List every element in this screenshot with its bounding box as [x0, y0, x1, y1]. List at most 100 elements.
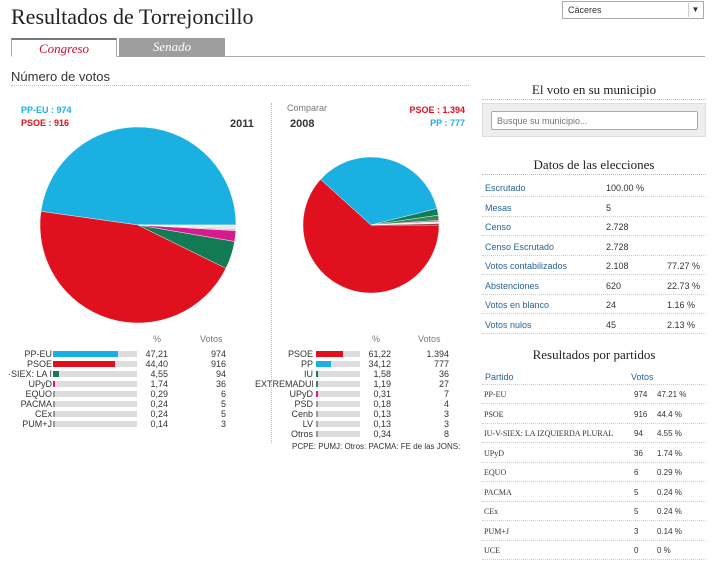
datos-label[interactable]: Votos en blanco [485, 300, 550, 310]
table-2011-bar-track [53, 421, 137, 427]
resultados-party: EQUO [484, 468, 507, 477]
pie-chart-2011 [39, 126, 237, 324]
table-2011-pct: 0,14 [150, 419, 168, 429]
col-votes-header: Votos [631, 372, 654, 382]
table-2011-row: ·SIEX: LA I 4,55 94 [0, 369, 230, 379]
table-2011-bar-track [53, 371, 137, 377]
divider [11, 85, 469, 86]
table-2011-bar-track [53, 401, 137, 407]
divider [482, 99, 706, 100]
table-2011-bar-track [53, 411, 137, 417]
table-2008-bar-track [316, 401, 360, 407]
tab-senado[interactable]: Senado [119, 38, 225, 57]
chart-2011-year: 2011 [230, 118, 254, 130]
table-2011-bar-track [53, 361, 137, 367]
province-select[interactable]: Cáceres ▼ [562, 1, 704, 19]
table-2008-bar-fill [316, 401, 318, 407]
resultados-row: PACMA 5 0.24 % [482, 483, 706, 502]
datos-label[interactable]: Abstenciones [485, 280, 540, 291]
table-2008-pct: 0,13 [373, 409, 391, 419]
datos-pct: 77.27 % [667, 261, 701, 271]
table-2008-row: Cenb 0,13 3 [255, 409, 455, 419]
table-2008-row: LV 0,13 3 [255, 419, 455, 429]
resultados-party: PSOE [484, 409, 504, 419]
table-2011-bar-fill [53, 381, 56, 387]
resultados-votes: 3 [634, 526, 639, 536]
resultados-heading: Resultados por partidos [532, 347, 656, 362]
table-2011-votes: 974 [210, 349, 226, 359]
datos-pct: 22.73 % [667, 280, 701, 291]
resultados-party: CEx [484, 507, 499, 516]
resultados-pct: 0.14 % [657, 526, 682, 536]
compare-label: Comparar [287, 103, 328, 113]
table-2008-bar-track [316, 351, 360, 357]
tab-congreso[interactable]: Congreso [11, 38, 117, 57]
table-2008-row: PSOE 61,22 1.394 [255, 349, 455, 359]
table-2011-votes: 6 [220, 389, 226, 399]
table-2011-votes: 94 [215, 369, 226, 379]
table-2008-bar-fill [316, 411, 318, 417]
resultados-pct: 47.21 % [657, 390, 687, 399]
table-2008-bar-track [316, 371, 360, 377]
table-2011-party-name: EQUO [25, 389, 52, 399]
chevron-down-icon[interactable]: ▼ [688, 3, 702, 17]
table-2011-bar-fill [53, 421, 55, 427]
datos-value: 2.728 [606, 241, 629, 252]
table-2008-party-name: IU [304, 369, 313, 379]
table-2008-row: PP 34,12 777 [255, 359, 455, 369]
datos-label[interactable]: Mesas [485, 202, 512, 213]
table-2008-bar-fill [316, 391, 318, 397]
resultados-header-row: Partido Votos [482, 369, 706, 385]
resultados-row: IU-V-SIEX: LA IZQUIERDA PLURAL 94 4.55 % [482, 424, 706, 443]
datos-value: 620 [606, 280, 622, 291]
datos-label[interactable]: Censo [485, 222, 512, 232]
table-2011-pct-header: % [153, 334, 162, 344]
datos-label[interactable]: Votos nulos [485, 319, 532, 330]
table-2011-bar-fill [53, 371, 60, 377]
resultados-row: PUM+J 3 0.14 % [482, 522, 706, 541]
others-note: PCPE: PUMJ: Otros: PACMA: FE de las JONS… [292, 442, 461, 451]
table-2011-bar-fill [53, 401, 55, 407]
table-2011-party-name: UPyD [28, 379, 52, 389]
table-2008-bar-track [316, 411, 360, 417]
datos-label[interactable]: Censo Escrutado [485, 241, 555, 252]
legend-2008-first: PSOE : 1.394 [409, 105, 465, 115]
table-2008-row: IU 1,58 36 [255, 369, 455, 379]
resultados-pct: 0 % [657, 546, 671, 555]
table-2011-pct: 0,29 [150, 389, 168, 399]
table-2011-party-name: PACMA [20, 399, 52, 409]
table-2008-pct: 0,18 [373, 399, 391, 409]
chart-2008-year: 2008 [290, 118, 315, 130]
table-2008-party-name: PSOE [287, 349, 313, 359]
table-2008-bar-track [316, 391, 360, 397]
table-2011-row: UPyD 1,74 36 [0, 379, 230, 389]
datos-heading: Datos de las elecciones [533, 157, 655, 172]
table-2008-bar-track [316, 361, 360, 367]
datos-row: Votos contabilizados 2.108 77.27 % [482, 256, 706, 275]
table-2008-row: EXTREMADUR 1,19 27 [255, 379, 455, 389]
table-2008-bar-fill [316, 371, 318, 377]
table-2008-party-name: PSD [294, 399, 313, 409]
table-2008-pct: 0,31 [373, 389, 391, 399]
resultados-party: PUM+J [484, 526, 509, 536]
table-2011-votes: 5 [220, 409, 226, 419]
municipio-search-box [482, 103, 706, 137]
table-2008-pct: 1,19 [373, 379, 391, 389]
datos-label[interactable]: Votos contabilizados [485, 261, 568, 271]
table-2011-party-name: PSOE [26, 359, 52, 369]
table-2011-row: CEx 0,24 5 [0, 409, 230, 419]
legend-2008-second: PP : 777 [430, 118, 465, 128]
table-2008-bar-fill [316, 431, 318, 437]
resultados-party: PP-EU [484, 390, 507, 399]
table-2008-votes: 7 [443, 389, 449, 399]
votes-heading: Número de votos [11, 69, 110, 84]
table-2011-pct: 47,21 [145, 349, 168, 359]
table-2008-bar-fill [316, 351, 343, 357]
table-2008-votes: 4 [443, 399, 449, 409]
municipio-search-input[interactable] [491, 111, 698, 130]
datos-label[interactable]: Escrutado [485, 183, 526, 193]
table-2011-row: PSOE 44,40 916 [0, 359, 230, 369]
datos-value: 2.728 [606, 222, 629, 232]
table-2008-pct: 61,22 [368, 349, 391, 359]
datos-pct: 2.13 % [667, 319, 696, 330]
